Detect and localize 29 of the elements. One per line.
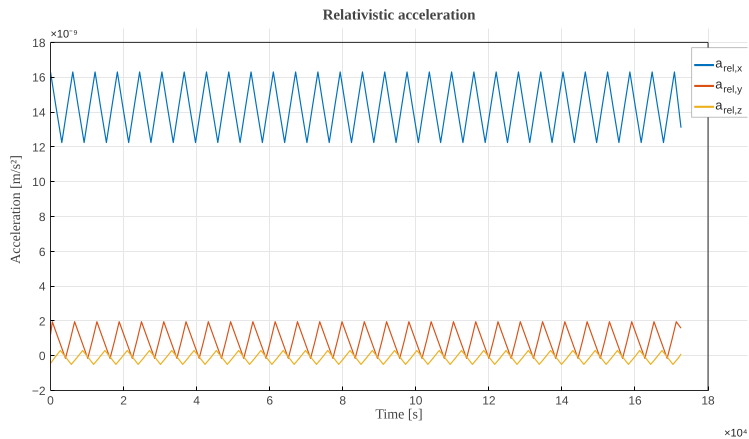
- text: ×10⁴: [724, 428, 748, 439]
- y-tick-label: 0: [38, 349, 46, 364]
- x-tick-label: 10: [409, 394, 423, 408]
- y-tick-label: 4: [38, 280, 46, 294]
- x-tick-label: 6: [266, 394, 274, 408]
- line-series: [50, 71, 682, 144]
- y-tick-label: −2: [32, 384, 46, 398]
- y-tick-label: 12: [32, 140, 46, 154]
- x-tick-label: 12: [482, 394, 496, 408]
- line-series: [50, 321, 682, 359]
- x-tick-label: 0: [47, 394, 54, 408]
- y-axis-title: Acceleration [m/s²]: [8, 155, 24, 264]
- y-tick-label: 6: [38, 244, 46, 259]
- y-tick-label: 18: [32, 36, 46, 50]
- x-axis-title: Time [s]: [375, 408, 423, 422]
- text: ×10⁻⁹: [50, 28, 78, 40]
- x-tick-label: 2: [120, 394, 128, 408]
- x-tick-label: 16: [628, 394, 642, 408]
- x-tick-label: 18: [701, 394, 716, 408]
- x-tick-label: 4: [193, 394, 200, 408]
- y-tick-label: 10: [32, 175, 46, 190]
- y-tick-label: 8: [38, 210, 46, 224]
- y-tick-label: 2: [38, 314, 46, 328]
- x-tick-label: 14: [555, 394, 569, 408]
- chart-title: Relativistic acceleration: [322, 8, 476, 24]
- x-tick-label: 8: [339, 394, 346, 408]
- y-tick-label: 14: [32, 106, 46, 120]
- line-series: [50, 350, 682, 365]
- y-tick-label: 16: [32, 70, 46, 85]
